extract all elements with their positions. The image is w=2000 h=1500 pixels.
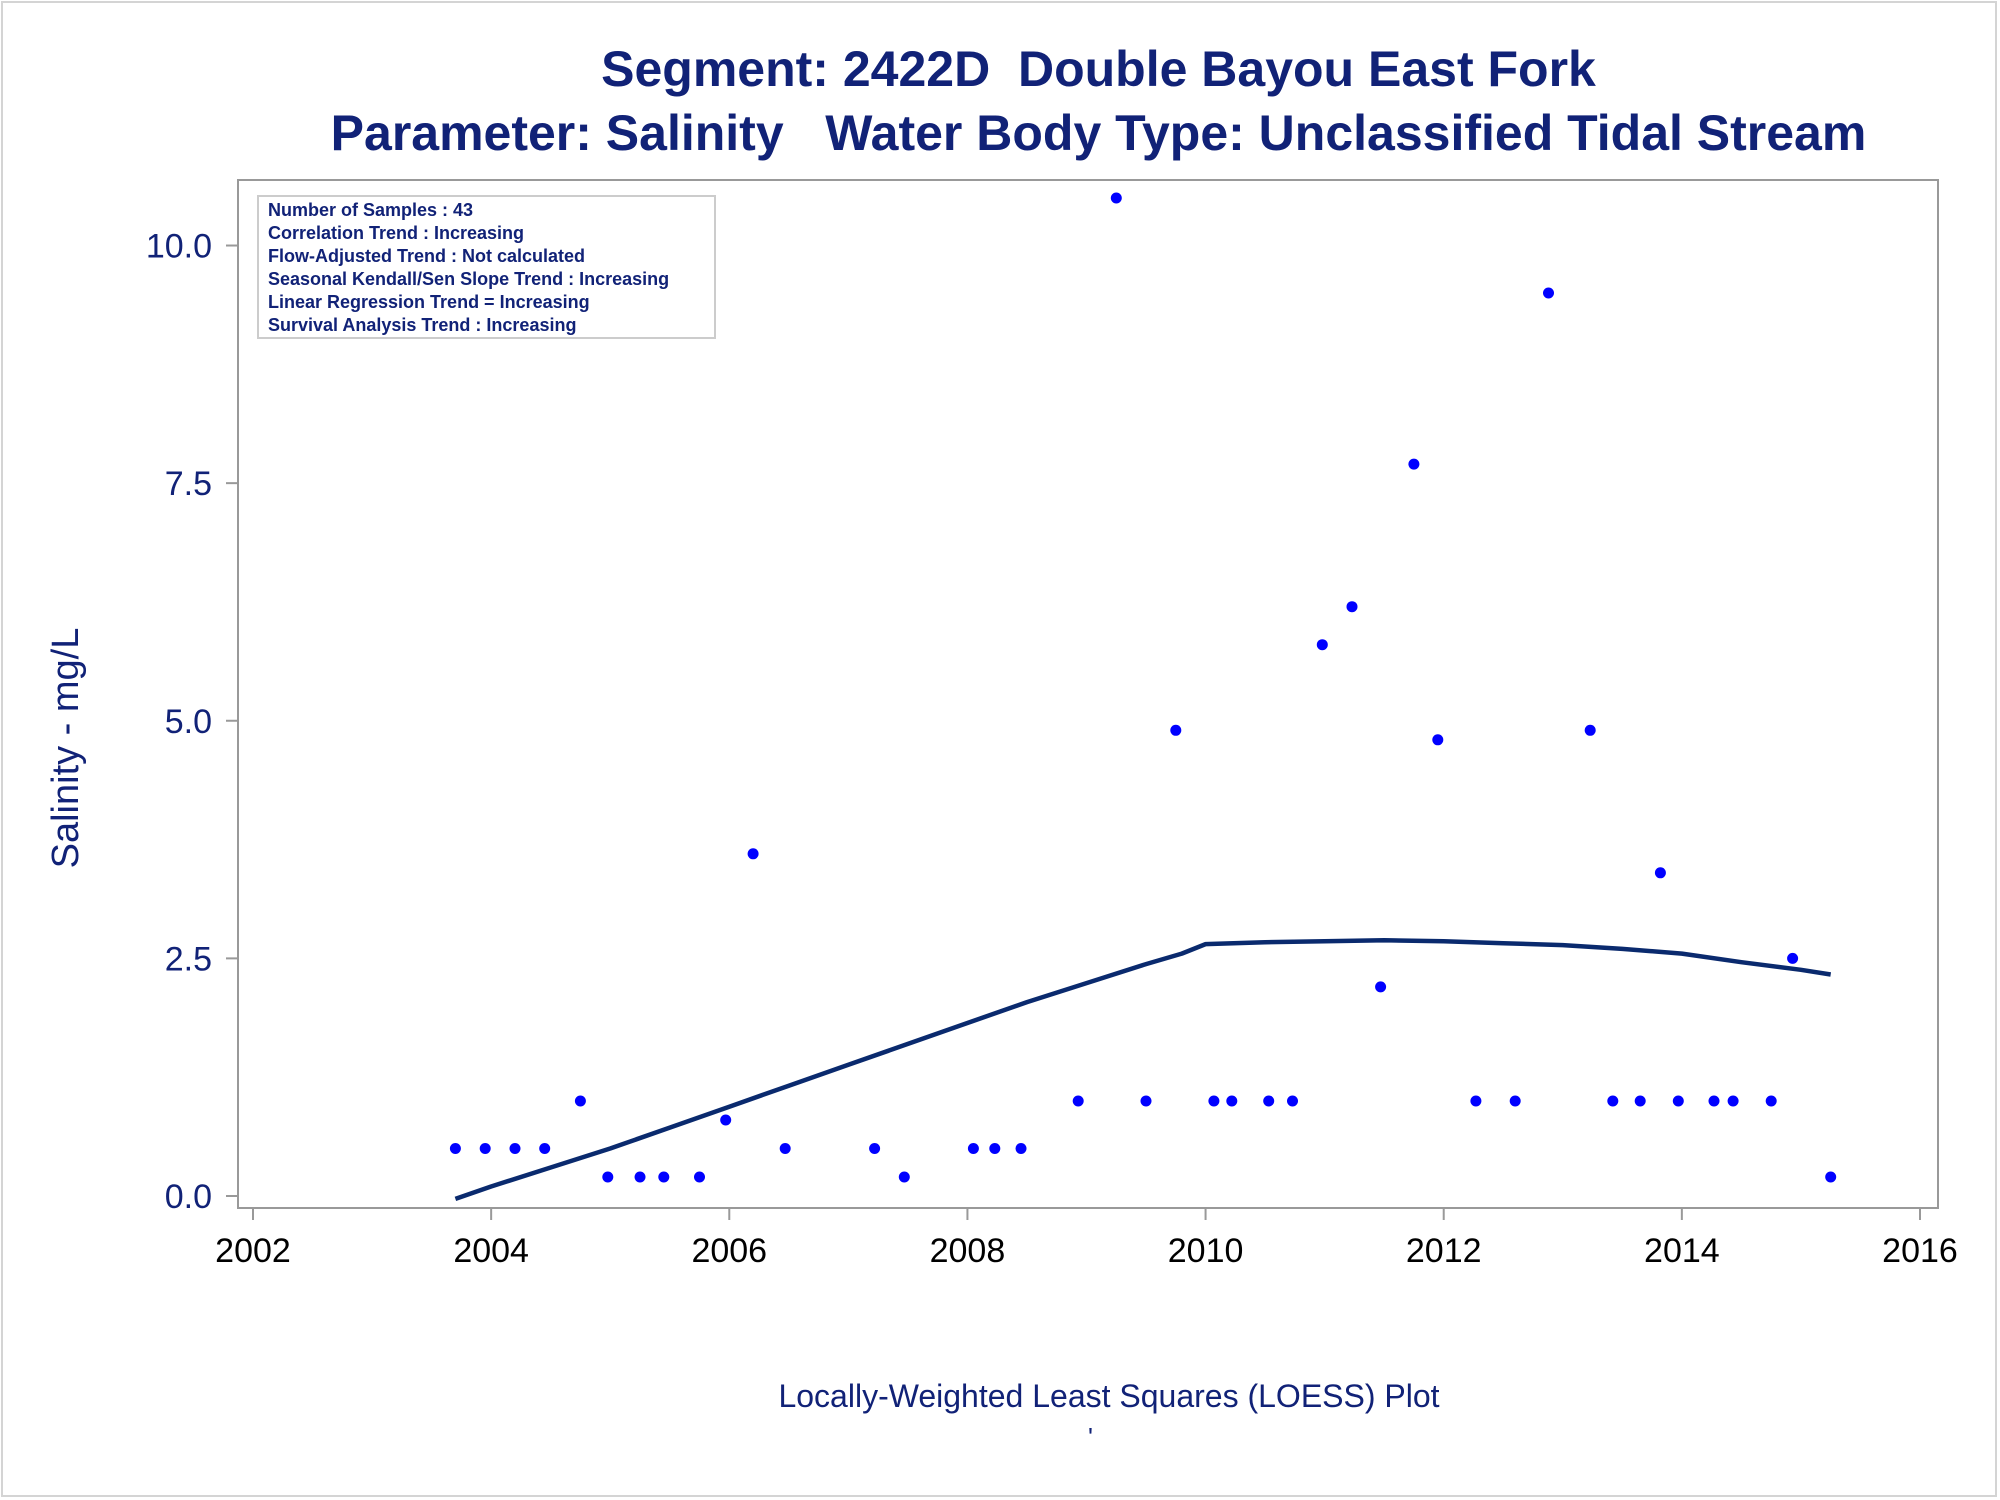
data-point	[720, 1114, 732, 1126]
y-tick-label: 10.0	[146, 228, 212, 266]
data-point	[634, 1171, 646, 1183]
data-point	[1607, 1095, 1619, 1107]
info-line-samples: Number of Samples : 43	[268, 200, 473, 220]
data-point	[574, 1095, 586, 1107]
info-line-linear-regression: Linear Regression Trend = Increasing	[268, 292, 590, 312]
chart-title-line2: Parameter: Salinity Water Body Type: Unc…	[330, 105, 1867, 161]
data-point	[1208, 1095, 1220, 1107]
info-line-flow-adjusted: Flow-Adjusted Trend : Not calculated	[268, 246, 585, 266]
data-point	[1432, 734, 1444, 746]
data-point	[658, 1171, 670, 1183]
x-tick-label: 2006	[691, 1232, 767, 1270]
x-axis: 2002 2004 2006 2008 2010 2012 2014 2016	[215, 1208, 1958, 1270]
data-point	[1470, 1095, 1482, 1107]
data-point	[1287, 1095, 1298, 1107]
x-tick-label: 2012	[1406, 1232, 1482, 1270]
data-point	[1727, 1095, 1739, 1107]
data-point	[1708, 1095, 1720, 1107]
y-tick-label: 7.5	[165, 465, 212, 503]
plot-frame	[237, 179, 1939, 1209]
data-point	[1543, 287, 1554, 299]
data-point	[449, 1143, 461, 1154]
data-point	[509, 1143, 521, 1154]
info-line-survival: Survival Analysis Trend : Increasing	[268, 315, 576, 335]
data-point	[1072, 1095, 1084, 1107]
y-axis-label: Salinity - mg/L	[45, 628, 87, 869]
info-line-seasonal-kendall: Seasonal Kendall/Sen Slope Trend : Incre…	[268, 269, 669, 289]
data-point	[1110, 192, 1122, 204]
data-point	[1015, 1143, 1027, 1154]
y-axis: 0.0 2.5 5.0 7.5 10.0	[146, 228, 238, 1216]
y-tick-label: 5.0	[165, 703, 212, 741]
data-point	[1170, 724, 1182, 736]
data-point	[898, 1171, 910, 1183]
loess-line	[454, 938, 1832, 1202]
x-tick-label: 2014	[1644, 1232, 1720, 1270]
footnote-mark: '	[1088, 1422, 1093, 1452]
data-point	[1509, 1095, 1521, 1107]
x-tick-label: 2002	[215, 1232, 291, 1270]
scatter-points-layer	[449, 192, 1837, 1183]
data-point	[539, 1143, 551, 1154]
data-point	[1765, 1095, 1777, 1107]
footnote: Locally-Weighted Least Squares (LOESS) P…	[778, 1378, 1440, 1414]
x-tick-label: 2010	[1168, 1232, 1244, 1270]
data-point	[1408, 458, 1420, 470]
data-point	[1316, 639, 1328, 651]
data-point	[1263, 1095, 1275, 1107]
data-point	[1346, 601, 1358, 613]
info-line-correlation: Correlation Trend : Increasing	[268, 223, 524, 243]
data-point	[1634, 1095, 1646, 1107]
x-tick-label: 2016	[1882, 1232, 1958, 1270]
data-point	[967, 1143, 979, 1154]
x-tick-label: 2004	[453, 1232, 529, 1270]
data-point	[602, 1171, 614, 1183]
data-point	[1226, 1095, 1238, 1107]
loess-line-layer	[454, 938, 1832, 1202]
data-point	[989, 1143, 1001, 1154]
x-tick-label: 2008	[930, 1232, 1006, 1270]
data-point	[1654, 867, 1666, 879]
data-point	[779, 1143, 791, 1154]
data-point	[479, 1143, 491, 1154]
data-point	[1140, 1095, 1152, 1107]
data-point	[1672, 1095, 1684, 1107]
data-point	[694, 1171, 705, 1183]
data-point	[1787, 952, 1799, 964]
chart-title-line1: Segment: 2422D Double Bayou East Fork	[601, 41, 1596, 97]
y-tick-label: 0.0	[165, 1178, 212, 1216]
data-point	[1584, 724, 1596, 736]
data-point	[1825, 1171, 1837, 1183]
data-point	[869, 1143, 881, 1154]
info-box: Number of Samples : 43 Correlation Trend…	[257, 195, 716, 339]
data-point	[747, 848, 759, 860]
data-point	[1375, 981, 1387, 993]
y-tick-label: 2.5	[165, 940, 212, 978]
